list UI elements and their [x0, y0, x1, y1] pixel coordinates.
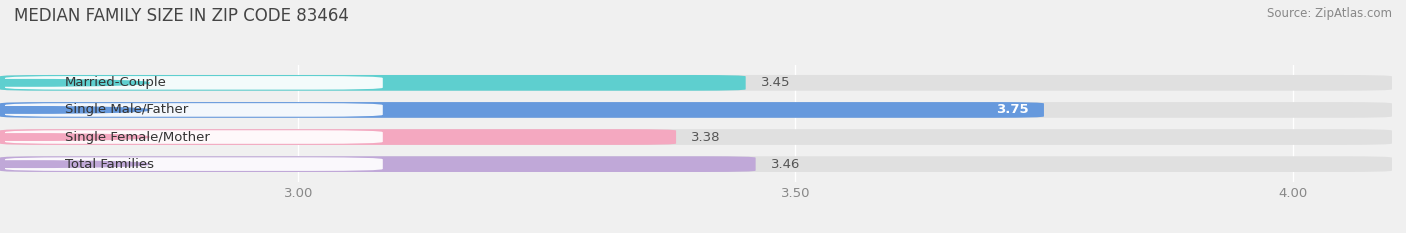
FancyBboxPatch shape	[0, 156, 755, 172]
FancyBboxPatch shape	[6, 157, 382, 171]
Text: Total Families: Total Families	[65, 158, 153, 171]
FancyBboxPatch shape	[0, 129, 676, 145]
Circle shape	[0, 161, 149, 167]
Text: Married-Couple: Married-Couple	[65, 76, 166, 89]
FancyBboxPatch shape	[0, 102, 1045, 118]
Circle shape	[0, 107, 149, 113]
Text: Source: ZipAtlas.com: Source: ZipAtlas.com	[1267, 7, 1392, 20]
FancyBboxPatch shape	[0, 156, 1392, 172]
Text: 3.46: 3.46	[770, 158, 800, 171]
Text: Single Male/Father: Single Male/Father	[65, 103, 188, 116]
FancyBboxPatch shape	[6, 103, 382, 117]
Circle shape	[0, 80, 149, 86]
FancyBboxPatch shape	[6, 130, 382, 144]
FancyBboxPatch shape	[0, 75, 1392, 91]
Text: 3.38: 3.38	[690, 130, 720, 144]
Text: MEDIAN FAMILY SIZE IN ZIP CODE 83464: MEDIAN FAMILY SIZE IN ZIP CODE 83464	[14, 7, 349, 25]
Text: 3.75: 3.75	[997, 103, 1029, 116]
Text: Single Female/Mother: Single Female/Mother	[65, 130, 209, 144]
FancyBboxPatch shape	[0, 129, 1392, 145]
FancyBboxPatch shape	[0, 75, 745, 91]
Text: 3.45: 3.45	[761, 76, 790, 89]
FancyBboxPatch shape	[6, 76, 382, 90]
FancyBboxPatch shape	[0, 102, 1392, 118]
Circle shape	[0, 134, 149, 140]
